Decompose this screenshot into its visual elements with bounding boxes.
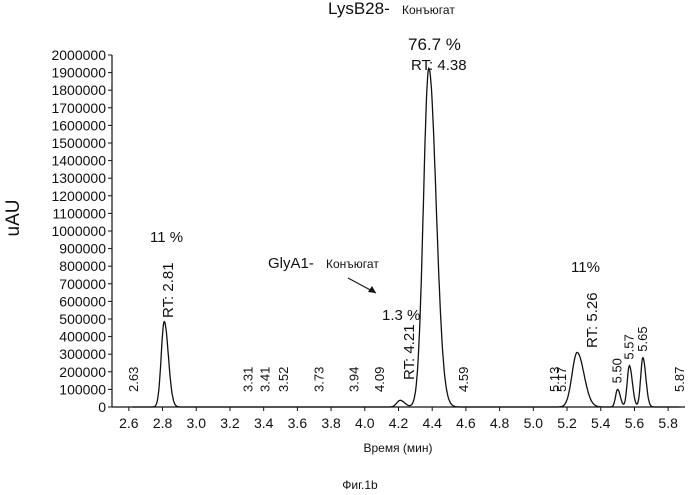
y-tick-label: 300000 — [59, 346, 106, 362]
x-tick-label: 3.4 — [254, 415, 274, 431]
peak-421-percent: 1.3 % — [382, 307, 420, 324]
x-tick-label: 3.6 — [288, 415, 308, 431]
x-tick-label: 5.4 — [591, 415, 611, 431]
peak-421-rt: RT: 4.21 — [401, 324, 418, 380]
title-lysb28-suffix: Конъюгат — [402, 3, 455, 17]
peak-rt-label: 3.73 — [311, 367, 326, 392]
y-tick-label: 1300000 — [51, 170, 106, 186]
y-tick-label: 100000 — [59, 381, 106, 397]
x-tick-label: 2.6 — [119, 415, 139, 431]
peak-rt-label: 4.59 — [456, 367, 471, 392]
x-tick-label: 4.0 — [355, 415, 375, 431]
peak-rt-label: 2.63 — [126, 367, 141, 392]
glya1-label-suffix: Конъюгат — [326, 257, 379, 271]
peak-526-percent: 11% — [571, 259, 600, 276]
title-lysb28: LysB28- — [328, 0, 390, 18]
peak-rt-label: 4.09 — [372, 367, 387, 392]
x-tick-label: 5.8 — [658, 415, 678, 431]
y-tick-label: 1500000 — [51, 135, 106, 151]
y-tick-label: 1000000 — [51, 223, 106, 239]
x-tick-label: 4.4 — [422, 415, 442, 431]
y-tick-label: 0 — [98, 399, 106, 415]
x-tick-label: 2.8 — [153, 415, 173, 431]
figure-caption: Фиг.1b — [342, 478, 378, 492]
y-tick-label: 1200000 — [51, 188, 106, 204]
x-tick-label: 4.6 — [456, 415, 476, 431]
y-tick-label: 1900000 — [51, 65, 106, 81]
y-tick-label: 400000 — [59, 329, 106, 345]
peak-526-rt: RT: 5.26 — [584, 292, 601, 348]
y-tick-label: 700000 — [59, 276, 106, 292]
peak-rt-label: 5.65 — [635, 326, 650, 351]
y-axis-label: uAU — [3, 200, 24, 237]
y-tick-label: 1700000 — [51, 100, 106, 116]
y-tick-label: 500000 — [59, 311, 106, 327]
main-peak-percent: 76.7 % — [408, 35, 461, 54]
x-tick-label: 3.2 — [220, 415, 240, 431]
peak-rt-label: 5.50 — [610, 358, 625, 383]
y-tick-label: 1600000 — [51, 117, 106, 133]
y-tick-label: 900000 — [59, 241, 106, 257]
y-tick-label: 600000 — [59, 293, 106, 309]
y-tick-label: 1800000 — [51, 82, 106, 98]
x-tick-label: 3.0 — [187, 415, 207, 431]
y-tick-label: 1400000 — [51, 153, 106, 169]
y-tick-label: 1100000 — [53, 205, 107, 221]
x-tick-label: 4.2 — [389, 415, 409, 431]
peak-281-rt: RT: 2.81 — [160, 262, 177, 318]
peak-rt-label: 3.31 — [241, 367, 256, 392]
x-tick-label: 4.8 — [490, 415, 510, 431]
y-tick-label: 2000000 — [51, 47, 106, 63]
glya1-label: GlyA1- — [268, 255, 314, 272]
main-peak-rt: RT: 4.38 — [411, 57, 467, 74]
peak-rt-label: 5.87 — [672, 367, 687, 392]
x-axis-label: Время (мин) — [363, 441, 432, 455]
x-tick-label: 5.6 — [625, 415, 645, 431]
peak-281-percent: 11 % — [150, 229, 183, 246]
x-tick-label: 5.2 — [557, 415, 577, 431]
x-tick-label: 5.0 — [524, 415, 544, 431]
x-tick-group: 2.6 2.8 3.0 3.2 3.4 3.6 3.8 4.0 4.2 4.4 4.6 4.8 5.0 5… — [119, 407, 678, 431]
x-tick-label: 3.8 — [321, 415, 341, 431]
peak-rt-label: 3.41 — [257, 367, 272, 392]
y-tick-label: 200000 — [59, 364, 106, 380]
peak-rt-label: 3.94 — [347, 367, 362, 392]
peak-rt-label: 3.52 — [276, 367, 291, 392]
peak-rt-label: 5.17 — [554, 367, 569, 392]
y-tick-group: 0 100000200000 300000400000 500000 600000700… — [51, 47, 112, 415]
y-tick-label: 800000 — [59, 258, 106, 274]
